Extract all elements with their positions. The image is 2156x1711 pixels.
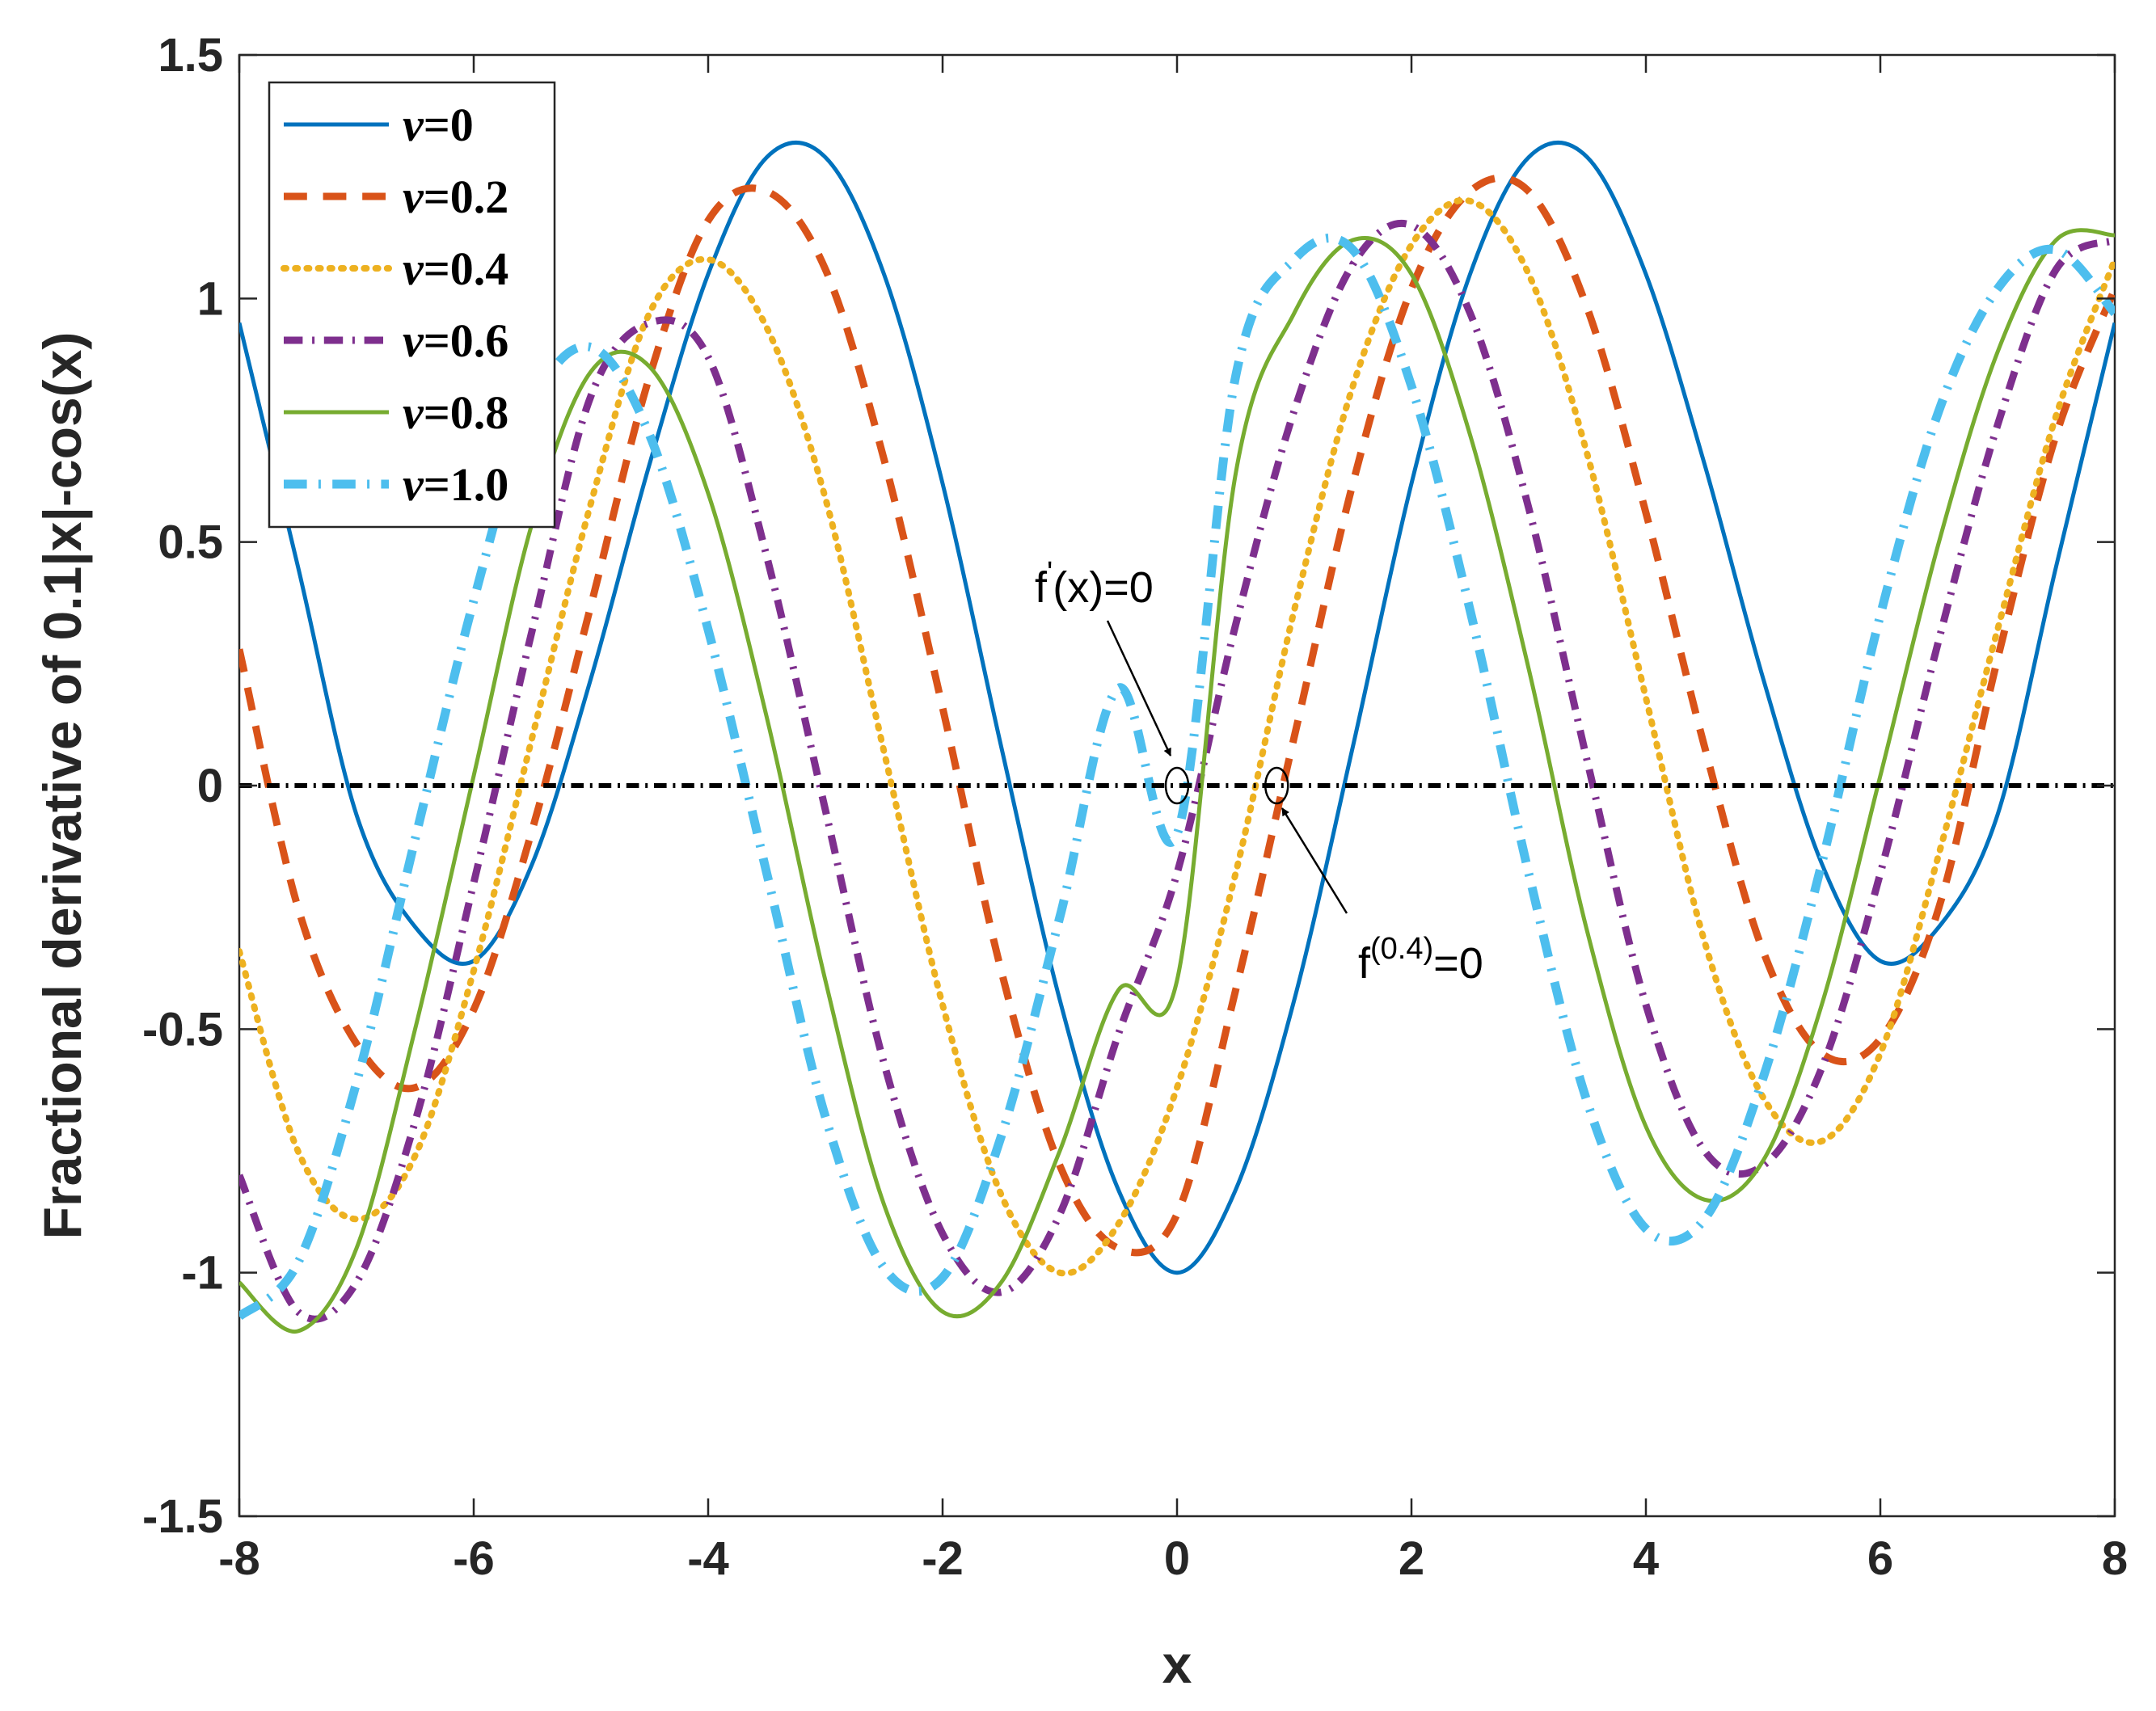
x-tick-label: 8 — [2102, 1532, 2128, 1585]
legend: ν=0 ν=0.2 ν=0.4 ν=0.6 ν=0.8 ν=1.0 — [268, 81, 556, 529]
legend-label-4: ν=0.8 — [403, 386, 508, 439]
x-tick-label: -4 — [687, 1532, 729, 1585]
x-axis-title: x — [1162, 1634, 1192, 1694]
y-tick-label: -1 — [181, 1247, 223, 1300]
annotation-layer: f'(x)=0 f(0.4)=0 — [1035, 556, 1483, 988]
series-line-2 — [239, 196, 2115, 1277]
x-tick-label: 6 — [1867, 1532, 1893, 1585]
annotation-marker — [1164, 766, 1190, 805]
y-tick-label: 0 — [197, 760, 223, 812]
legend-label-3: ν=0.6 — [403, 314, 508, 367]
x-tick-label: 2 — [1399, 1532, 1424, 1585]
x-tick-label: 0 — [1164, 1532, 1190, 1585]
annotation-label: f'(x)=0 — [1035, 556, 1154, 612]
x-tick-label: 4 — [1633, 1532, 1659, 1585]
series-line-1 — [239, 174, 2115, 1257]
y-tick-label: -0.5 — [142, 1003, 223, 1056]
annotation-marker — [1264, 766, 1289, 805]
annotation-label: f(0.4)=0 — [1358, 932, 1483, 988]
series-line-0 — [239, 141, 2115, 1275]
x-tick-label: -2 — [922, 1532, 964, 1585]
y-axis-title: Fractional derivative of 0.1|x|-cos(x) — [32, 332, 94, 1240]
y-tick-label: 0.5 — [158, 516, 223, 569]
y-tick-label: 1 — [197, 272, 223, 325]
legend-label-5: ν=1.0 — [403, 458, 508, 511]
legend-label-1: ν=0.2 — [403, 171, 508, 223]
tick-layer: -8 -6 -4 -2 0 2 4 6 8 -1.5 -1 -0.5 0 0.5 1 1.5 — [142, 29, 2128, 1585]
x-tick-label: -6 — [453, 1532, 495, 1585]
annotation-arrow — [1106, 620, 1172, 756]
legend-box — [268, 81, 556, 529]
annotation-arrow — [1281, 807, 1348, 914]
x-tick-label: -8 — [218, 1532, 260, 1585]
y-tick-label: -1.5 — [142, 1490, 223, 1543]
y-tick-label: 1.5 — [158, 29, 223, 82]
legend-label-2: ν=0.4 — [403, 242, 508, 295]
legend-label-0: ν=0 — [403, 99, 474, 151]
